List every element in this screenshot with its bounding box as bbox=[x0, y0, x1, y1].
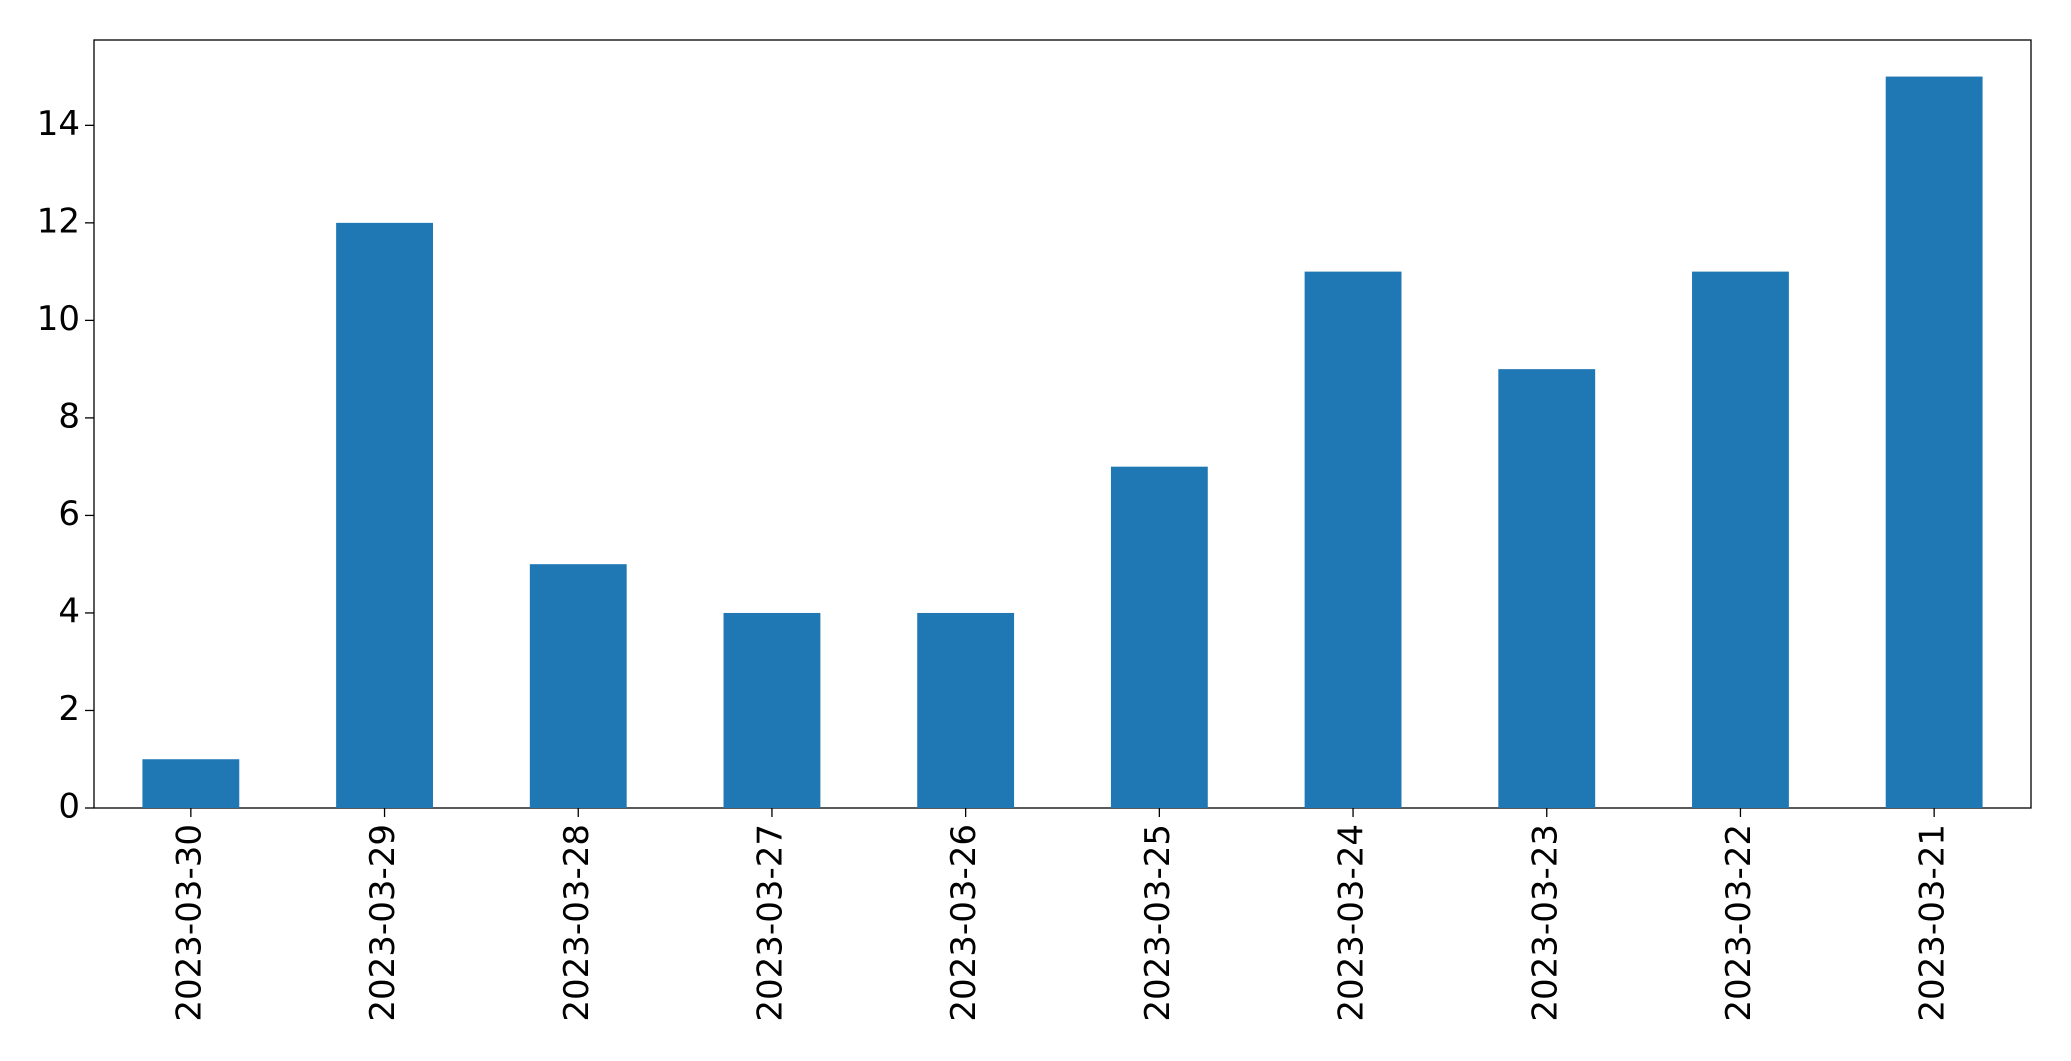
bar bbox=[336, 222, 433, 808]
x-tick-label: 2023-03-29 bbox=[363, 824, 403, 1022]
bar bbox=[1885, 76, 1983, 809]
x-tick-label: 2023-03-27 bbox=[750, 824, 790, 1022]
y-tick-label: 10 bbox=[37, 299, 80, 339]
bar bbox=[142, 759, 240, 808]
bar bbox=[529, 564, 627, 808]
plot-frame bbox=[93, 39, 2032, 809]
y-tick-label: 4 bbox=[58, 591, 80, 631]
x-tick-label: 2023-03-21 bbox=[1913, 824, 1953, 1022]
bar bbox=[723, 612, 821, 808]
bar bbox=[1692, 271, 1789, 809]
x-tick-label: 2023-03-30 bbox=[169, 824, 209, 1022]
bar bbox=[1498, 369, 1596, 808]
x-tick-label: 2023-03-28 bbox=[557, 824, 597, 1022]
y-tick-label: 8 bbox=[58, 396, 80, 436]
y-tick-label: 2 bbox=[58, 689, 80, 729]
bar bbox=[1304, 271, 1402, 809]
bar bbox=[1110, 466, 1208, 808]
x-tick-label: 2023-03-24 bbox=[1332, 824, 1372, 1022]
x-tick-label: 2023-03-25 bbox=[1138, 824, 1178, 1022]
x-tick-label: 2023-03-22 bbox=[1719, 824, 1759, 1022]
y-tick-label: 0 bbox=[58, 787, 80, 827]
x-tick-label: 2023-03-26 bbox=[944, 824, 984, 1022]
y-tick-label: 14 bbox=[37, 104, 80, 144]
y-tick-label: 6 bbox=[58, 494, 80, 534]
x-tick-label: 2023-03-23 bbox=[1525, 824, 1565, 1022]
y-tick-label: 12 bbox=[37, 201, 80, 241]
bar bbox=[917, 612, 1015, 808]
